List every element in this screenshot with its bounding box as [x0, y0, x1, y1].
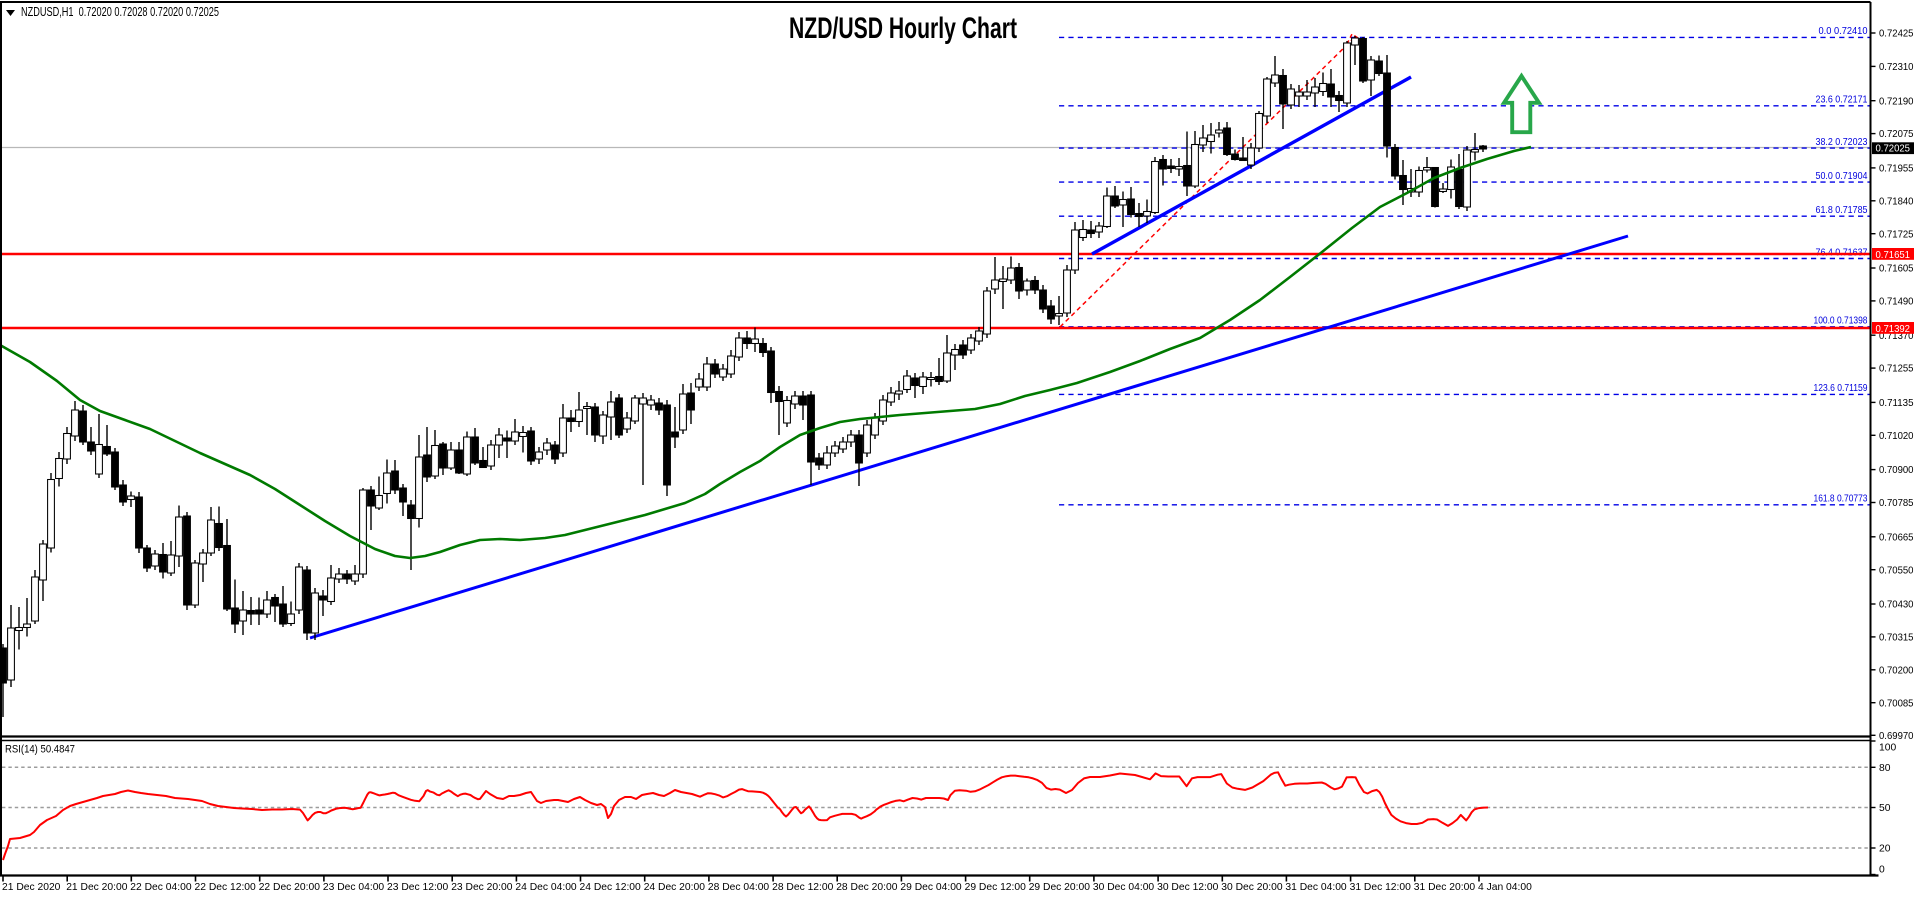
- svg-text:0: 0: [1879, 865, 1885, 876]
- svg-text:0.70315: 0.70315: [1879, 633, 1914, 644]
- svg-text:0.72310: 0.72310: [1879, 62, 1914, 73]
- svg-text:29 Dec 12:00: 29 Dec 12:00: [965, 882, 1027, 893]
- svg-text:0.71255: 0.71255: [1879, 364, 1914, 375]
- svg-text:23 Dec 04:00: 23 Dec 04:00: [323, 882, 385, 893]
- svg-text:0.70550: 0.70550: [1879, 565, 1914, 576]
- svg-text:0.72075: 0.72075: [1879, 129, 1914, 140]
- svg-text:29 Dec 04:00: 29 Dec 04:00: [900, 882, 962, 893]
- svg-text:29 Dec 20:00: 29 Dec 20:00: [1029, 882, 1091, 893]
- svg-text:61.8 0.71785: 61.8 0.71785: [1816, 205, 1868, 216]
- svg-text:0.71135: 0.71135: [1879, 398, 1914, 409]
- svg-text:23 Dec 12:00: 23 Dec 12:00: [387, 882, 449, 893]
- svg-text:50: 50: [1879, 803, 1891, 814]
- svg-text:23.6 0.72171: 23.6 0.72171: [1816, 95, 1868, 106]
- svg-text:0.71955: 0.71955: [1879, 164, 1914, 175]
- svg-text:0.71840: 0.71840: [1879, 196, 1914, 207]
- svg-text:0.71605: 0.71605: [1879, 264, 1914, 275]
- svg-text:28 Dec 04:00: 28 Dec 04:00: [708, 882, 770, 893]
- svg-text:161.8 0.70773: 161.8 0.70773: [1814, 494, 1868, 505]
- svg-text:31 Dec 04:00: 31 Dec 04:00: [1285, 882, 1347, 893]
- svg-text:22 Dec 04:00: 22 Dec 04:00: [130, 882, 192, 893]
- svg-text:0.70085: 0.70085: [1879, 698, 1914, 709]
- svg-text:30 Dec 04:00: 30 Dec 04:00: [1093, 882, 1155, 893]
- svg-text:0.0 0.72410: 0.0 0.72410: [1819, 26, 1868, 37]
- svg-text:20: 20: [1879, 844, 1891, 855]
- svg-text:0.71490: 0.71490: [1879, 297, 1914, 308]
- svg-text:100.0 0.71398: 100.0 0.71398: [1814, 316, 1868, 327]
- svg-text:0.70665: 0.70665: [1879, 532, 1914, 543]
- svg-text:0.71392: 0.71392: [1876, 324, 1911, 335]
- svg-text:0.70900: 0.70900: [1879, 465, 1914, 476]
- svg-text:31 Dec 20:00: 31 Dec 20:00: [1414, 882, 1476, 893]
- svg-text:4 Jan 04:00: 4 Jan 04:00: [1478, 882, 1532, 893]
- svg-text:80: 80: [1879, 763, 1891, 774]
- svg-text:RSI(14) 50.4847: RSI(14) 50.4847: [5, 744, 75, 756]
- svg-text:0.72025: 0.72025: [1876, 144, 1911, 155]
- svg-text:0.71651: 0.71651: [1876, 250, 1911, 261]
- svg-text:31 Dec 12:00: 31 Dec 12:00: [1350, 882, 1412, 893]
- svg-text:NZD/USD Hourly Chart: NZD/USD Hourly Chart: [789, 12, 1017, 45]
- svg-text:24 Dec 04:00: 24 Dec 04:00: [515, 882, 577, 893]
- svg-text:0.72190: 0.72190: [1879, 96, 1914, 107]
- svg-text:28 Dec 20:00: 28 Dec 20:00: [836, 882, 898, 893]
- svg-text:0.72425: 0.72425: [1879, 29, 1914, 40]
- svg-text:22 Dec 20:00: 22 Dec 20:00: [259, 882, 321, 893]
- svg-text:30 Dec 12:00: 30 Dec 12:00: [1157, 882, 1219, 893]
- svg-text:0.70200: 0.70200: [1879, 665, 1914, 676]
- svg-text:21 Dec 20:00: 21 Dec 20:00: [66, 882, 128, 893]
- svg-text:50.0 0.71904: 50.0 0.71904: [1816, 171, 1868, 182]
- svg-text:38.2 0.72023: 38.2 0.72023: [1816, 137, 1868, 148]
- svg-text:0.71020: 0.71020: [1879, 431, 1914, 442]
- svg-text:100: 100: [1879, 743, 1896, 754]
- svg-text:24 Dec 20:00: 24 Dec 20:00: [644, 882, 706, 893]
- svg-text:22 Dec 12:00: 22 Dec 12:00: [195, 882, 257, 893]
- svg-text:0.71725: 0.71725: [1879, 229, 1914, 240]
- svg-text:0.70785: 0.70785: [1879, 498, 1914, 509]
- svg-text:28 Dec 12:00: 28 Dec 12:00: [772, 882, 834, 893]
- svg-text:123.6 0.71159: 123.6 0.71159: [1814, 383, 1868, 394]
- svg-text:NZDUSD,H1 0.72020 0.72028 0.7: NZDUSD,H1 0.72020 0.72028 0.72020 0.7202…: [21, 4, 219, 19]
- svg-text:30 Dec 20:00: 30 Dec 20:00: [1221, 882, 1283, 893]
- svg-text:23 Dec 20:00: 23 Dec 20:00: [451, 882, 513, 893]
- svg-text:21 Dec 2020: 21 Dec 2020: [2, 882, 61, 893]
- svg-text:0.69970: 0.69970: [1879, 731, 1914, 742]
- svg-text:0.71370: 0.71370: [1879, 331, 1914, 342]
- svg-text:0.70430: 0.70430: [1879, 600, 1914, 611]
- svg-text:24 Dec 12:00: 24 Dec 12:00: [580, 882, 642, 893]
